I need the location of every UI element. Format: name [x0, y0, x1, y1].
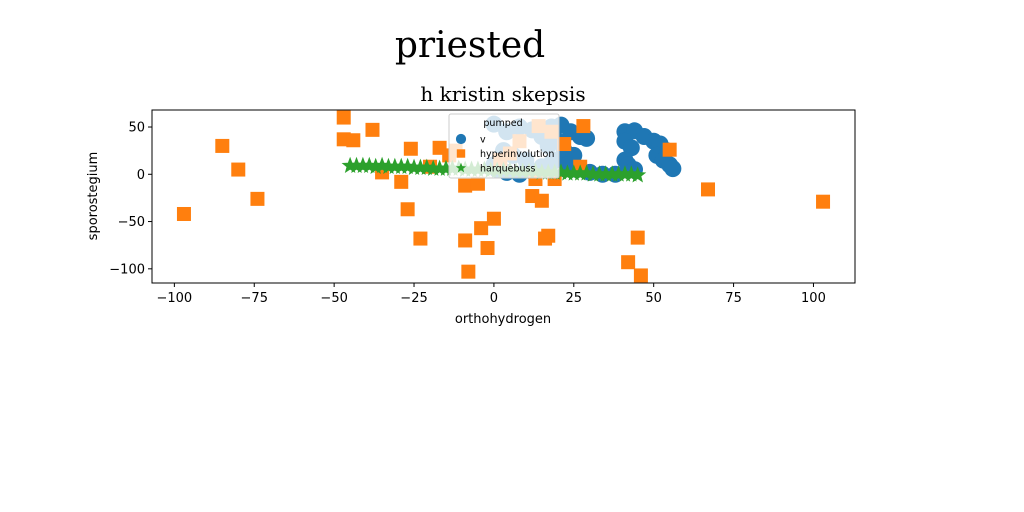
x-axis: −100 −75 −50 −25 0 25 50 75 100	[157, 283, 826, 306]
point-hyperinvolution-1	[215, 138, 230, 153]
point-harquebuss-15	[437, 159, 455, 176]
legend-label-hyperinvolution: hyperinvolution	[480, 149, 554, 160]
point-harquebuss-8	[392, 157, 410, 174]
y-tick-label: −50	[118, 215, 145, 230]
y-tick-label: −100	[109, 262, 145, 277]
point-hyperinvolution-10	[400, 202, 415, 217]
point-hyperinvolution-0	[176, 206, 191, 221]
legend-label-harquebuss: harquebuss	[480, 164, 535, 175]
point-harquebuss-38	[584, 165, 602, 182]
point-harquebuss-2	[354, 156, 372, 174]
point-hyperinvolution-38	[621, 255, 636, 270]
point-hyperinvolution-18	[458, 178, 473, 193]
point-hyperinvolution-37	[576, 119, 591, 134]
point-hyperinvolution-42	[701, 182, 716, 197]
y-tick-label: 0	[137, 168, 145, 183]
x-axis-label: orthohydrogen	[455, 312, 551, 327]
point-harquebuss-36	[571, 164, 589, 181]
point-hyperinvolution-6	[346, 133, 361, 148]
point-hyperinvolution-30	[534, 193, 549, 208]
point-hyperinvolution-19	[461, 264, 476, 279]
point-harquebuss-11	[411, 158, 429, 175]
point-harquebuss-45	[629, 166, 647, 183]
legend-marker-v	[455, 133, 467, 145]
x-tick-label: 50	[645, 291, 662, 306]
point-harquebuss-39	[590, 165, 608, 182]
point-hyperinvolution-35	[557, 137, 572, 152]
point-hyperinvolution-21	[474, 221, 489, 236]
point-harquebuss-40	[597, 165, 615, 182]
legend-entries: v hyperinvolution harquebuss	[455, 133, 554, 175]
point-harquebuss-4	[367, 157, 385, 174]
point-harquebuss-41	[603, 165, 621, 182]
point-hyperinvolution-9	[394, 174, 409, 189]
y-axis: −100 −50 0 50	[109, 121, 152, 277]
x-tick-label: −100	[157, 291, 193, 306]
point-harquebuss-10	[405, 158, 423, 175]
y-tick-label: 50	[128, 121, 145, 136]
point-hyperinvolution-40	[633, 268, 648, 283]
point-hyperinvolution-43	[816, 194, 831, 209]
point-harquebuss-1	[347, 156, 366, 174]
point-hyperinvolution-3	[250, 191, 265, 206]
point-harquebuss-13	[424, 159, 442, 176]
x-tick-label: 25	[566, 291, 583, 306]
point-hyperinvolution-22	[480, 241, 495, 256]
chart-suptitle: priested	[395, 25, 545, 66]
x-tick-label: −25	[400, 291, 427, 306]
point-hyperinvolution-11	[403, 141, 418, 156]
point-harquebuss-0	[341, 156, 359, 174]
point-hyperinvolution-39	[630, 230, 645, 245]
point-harquebuss-14	[431, 159, 449, 176]
legend-marker-hyperinvolution	[456, 149, 466, 158]
point-hyperinvolution-41	[662, 142, 677, 157]
y-axis-label: sporostegium	[86, 152, 101, 241]
x-tick-label: 75	[725, 291, 742, 306]
point-harquebuss-7	[386, 157, 404, 174]
point-hyperinvolution-7	[365, 122, 380, 137]
point-hyperinvolution-20	[470, 176, 485, 191]
axes-frame	[151, 109, 856, 284]
x-tick-label: 0	[490, 291, 498, 306]
point-hyperinvolution-23	[486, 211, 501, 226]
x-tick-label: 100	[801, 291, 826, 306]
point-hyperinvolution-2	[231, 162, 246, 177]
point-harquebuss-34	[558, 164, 576, 181]
legend-marker-harquebuss	[455, 162, 467, 173]
chart-title: h kristin skepsis	[420, 82, 585, 106]
x-tick-label: −75	[241, 291, 268, 306]
point-hyperinvolution-32	[541, 228, 556, 243]
point-harquebuss-42	[609, 165, 628, 182]
legend-title: pumped	[483, 118, 522, 129]
point-v-9	[578, 129, 596, 147]
point-harquebuss-43	[616, 165, 634, 182]
x-tick-label: −50	[320, 291, 347, 306]
legend: pumped v hyperinvolution harquebuss	[448, 113, 560, 179]
legend-box	[448, 113, 560, 179]
point-harquebuss-35	[565, 164, 583, 181]
point-hyperinvolution-12	[413, 231, 428, 246]
point-harquebuss-6	[379, 157, 398, 174]
legend-label-v: v	[480, 135, 486, 146]
point-hyperinvolution-4	[336, 110, 351, 125]
point-v-29	[664, 160, 682, 178]
point-hyperinvolution-17	[458, 233, 473, 248]
